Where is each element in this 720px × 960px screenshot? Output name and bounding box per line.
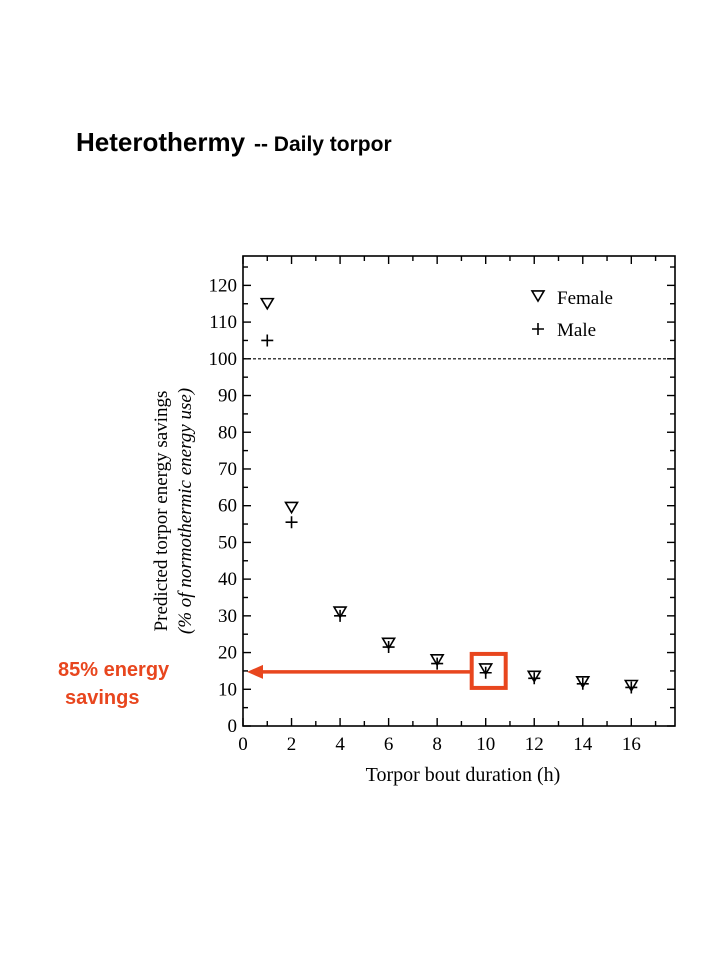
slide-title-main: Heterothermy bbox=[76, 127, 246, 157]
y-tick-label: 20 bbox=[218, 643, 237, 664]
y-tick-label: 30 bbox=[218, 606, 237, 627]
female-point bbox=[526, 670, 542, 684]
male-point bbox=[431, 657, 444, 670]
x-tick-label: 6 bbox=[384, 734, 394, 755]
y-tick-label: 120 bbox=[209, 275, 238, 296]
female-point bbox=[478, 663, 494, 676]
x-tick-label: 0 bbox=[238, 734, 248, 755]
x-tick-label: 2 bbox=[287, 734, 297, 755]
male-point bbox=[479, 666, 492, 679]
legend-label-female: Female bbox=[557, 288, 613, 309]
y-tick-label: 40 bbox=[218, 569, 237, 590]
female-point bbox=[284, 501, 299, 515]
male-point bbox=[334, 609, 347, 622]
slide-title: Heterothermy -- Daily torpor bbox=[76, 122, 392, 159]
female-point bbox=[575, 676, 591, 689]
y-tick-label: 0 bbox=[228, 716, 238, 737]
y-tick-label: 60 bbox=[218, 496, 237, 517]
highlight-box bbox=[469, 651, 508, 690]
y-axis-label-line1: Predicted torpor energy savings bbox=[151, 391, 172, 632]
y-tick-label: 90 bbox=[218, 386, 237, 407]
female-point bbox=[332, 606, 348, 619]
male-point bbox=[285, 516, 298, 529]
callout-line-2: savings bbox=[65, 687, 140, 709]
slide-title-sub: -- Daily torpor bbox=[253, 133, 392, 156]
y-tick-label: 70 bbox=[218, 459, 237, 480]
callout-line-1: 85% energy bbox=[58, 659, 170, 681]
female-point bbox=[429, 654, 445, 667]
callout-arrow-head bbox=[247, 664, 263, 679]
y-tick-label: 10 bbox=[218, 679, 237, 700]
female-point bbox=[381, 637, 397, 651]
x-tick-label: 10 bbox=[476, 734, 495, 755]
y-tick-label: 50 bbox=[218, 532, 237, 553]
female-point bbox=[623, 679, 639, 693]
y-tick-label: 100 bbox=[209, 349, 238, 370]
x-tick-label: 12 bbox=[525, 734, 544, 755]
y-axis-label-line2: (% of normothermic energy use) bbox=[175, 388, 196, 634]
energy-savings-callout: 85% energy savings bbox=[58, 656, 169, 712]
plot-frame bbox=[242, 255, 676, 727]
legend-female-marker bbox=[530, 290, 546, 303]
y-tick-label: 110 bbox=[209, 312, 237, 333]
y-tick-label: 80 bbox=[218, 422, 237, 443]
male-point bbox=[528, 672, 541, 685]
x-axis-label: Torpor bout duration (h) bbox=[366, 764, 561, 786]
x-tick-label: 4 bbox=[335, 734, 345, 755]
x-tick-label: 16 bbox=[622, 734, 641, 755]
male-point bbox=[261, 334, 274, 347]
female-point bbox=[259, 297, 275, 311]
legend-label-male: Male bbox=[557, 320, 596, 341]
male-point bbox=[382, 641, 395, 654]
legend-male-marker bbox=[532, 323, 544, 335]
x-tick-label: 8 bbox=[432, 734, 442, 755]
x-tick-label: 14 bbox=[573, 734, 593, 755]
male-point bbox=[625, 681, 638, 694]
male-point bbox=[576, 677, 589, 690]
